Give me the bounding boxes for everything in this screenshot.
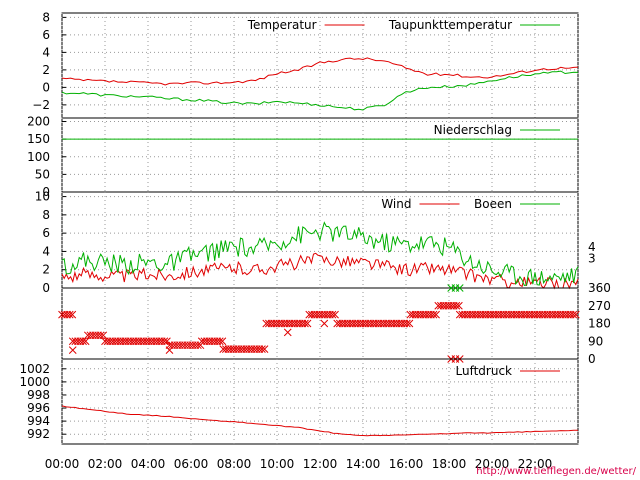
legend-label-luftdruck: Luftdruck [455, 364, 512, 378]
right-tick-label: 180 [588, 317, 611, 331]
y-tick-label: −2 [32, 98, 50, 112]
y-tick-label: 0 [42, 80, 50, 94]
y-tick-label: 6 [42, 226, 50, 240]
direction-marker [65, 310, 74, 319]
panels-layer: 86420−2TaupunkttemperaturTemperatur20015… [19, 10, 611, 445]
x-tick-label: 22:00 [518, 457, 553, 471]
y-tick-label: 150 [27, 132, 50, 146]
direction-marker [218, 337, 227, 346]
y-tick-label: 2 [42, 63, 50, 77]
y-tick-label: 10 [35, 190, 50, 204]
x-tick-label: 00:00 [45, 457, 80, 471]
direction-marker [81, 337, 90, 346]
series-line-temperatur [61, 57, 579, 86]
direction-marker [328, 310, 337, 319]
x-tick-label: 12:00 [303, 457, 338, 471]
direction-marker [79, 337, 87, 346]
x-tick-label: 14:00 [346, 457, 381, 471]
direction-marker [331, 310, 339, 319]
x-tick-label: 20:00 [475, 457, 510, 471]
x-tick-label: 04:00 [131, 457, 166, 471]
y-tick-label: 996 [27, 401, 50, 415]
panel-temperature: 8 6 4 2 0 −2 Taupunkttemperatur Temperatur [32, 10, 579, 119]
right-tick-label: 4 [588, 240, 596, 254]
x-tick-label: 16:00 [389, 457, 424, 471]
y-tick-label: 8 [42, 208, 50, 222]
y-tick-label: 4 [42, 244, 50, 258]
direction-marker [160, 337, 169, 346]
right-tick-label: 90 [588, 334, 603, 348]
right-tick-label: 270 [588, 299, 611, 313]
direction-marker [571, 310, 580, 319]
y-tick-label: 1000 [19, 375, 50, 389]
x-tick-label: 08:00 [217, 457, 252, 471]
right-tick-label: 3 [588, 252, 596, 266]
y-tick-label: 998 [27, 388, 50, 402]
series-line-luftdruck [61, 405, 578, 437]
direction-marker [569, 310, 578, 319]
direction-marker [455, 301, 463, 310]
credit-text: http://www.tiefflegen.de/wetter/ [476, 466, 636, 477]
y-tick-label: 994 [27, 414, 50, 428]
direction-marker [455, 284, 464, 292]
direction-marker [165, 346, 174, 354]
direction-marker [258, 345, 266, 353]
legend-label-wind: Wind [381, 197, 411, 211]
right-tick-label: 0 [588, 352, 596, 366]
direction-marker [432, 310, 440, 319]
y-tick-label: 50 [35, 167, 50, 181]
y-tick-label: 2 [42, 263, 50, 277]
panel-precipitation: 200 150 100 50 0 Niederschlag [27, 115, 579, 199]
direction-marker [301, 319, 309, 328]
direction-marker [68, 346, 77, 354]
x-tick-label: 10:00 [260, 457, 295, 471]
x-tick-label: 18:00 [432, 457, 467, 471]
legend-label-taupunkttemperatur: Taupunkttemperatur [388, 18, 512, 32]
legend-label-temperatur: Temperatur [247, 18, 317, 32]
direction-marker [452, 301, 461, 310]
y-tick-label: 6 [42, 28, 50, 42]
y-tick-label: 1002 [19, 362, 50, 376]
y-tick-label: 100 [27, 150, 50, 164]
y-tick-label: 4 [42, 45, 50, 59]
y-tick-label: 0 [42, 185, 50, 199]
y-tick-label: 0 [42, 281, 50, 295]
direction-marker [215, 337, 224, 346]
direction-marker [68, 310, 77, 319]
direction-marker [403, 319, 411, 328]
x-axis: 00:00 02:00 04:00 06:00 08:00 10:00 12:00 14:00… [45, 457, 553, 471]
y-tick-label: 992 [27, 427, 50, 441]
direction-marker [96, 331, 105, 340]
direction-marker [320, 319, 329, 328]
series-line-taupunkttemperatur [61, 70, 579, 111]
right-tick-label: 360 [588, 281, 611, 295]
direction-marker [260, 345, 269, 353]
direction-marker [163, 337, 171, 346]
direction-marker [283, 328, 292, 337]
panel-wind-direction: 360 270 180 90 0 [58, 281, 611, 366]
y-tick-label: 200 [27, 115, 50, 129]
series-line-wind [61, 252, 579, 290]
x-tick-label: 06:00 [174, 457, 209, 471]
x-tick-label: 02:00 [88, 457, 123, 471]
legend-label-niederschlag: Niederschlag [434, 123, 512, 137]
direction-marker [99, 331, 108, 340]
direction-marker [405, 319, 414, 328]
y-tick-label: 8 [42, 10, 50, 24]
series-line-boeen [61, 221, 579, 286]
direction-marker [429, 310, 438, 319]
legend-label-boeen: Boeen [474, 197, 512, 211]
direction-marker [303, 319, 312, 328]
